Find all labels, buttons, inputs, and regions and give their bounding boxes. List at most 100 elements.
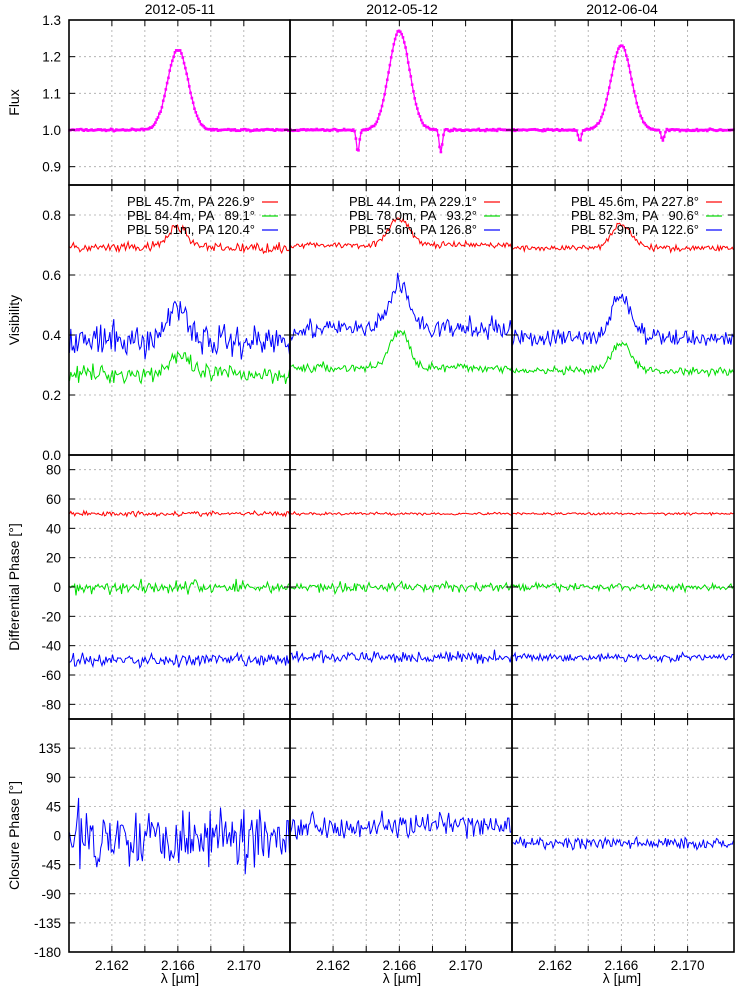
flux-series-col-2-point bbox=[638, 110, 641, 114]
flux-series-col-2-point bbox=[533, 127, 537, 131]
flux-series-col-0-point bbox=[236, 129, 239, 132]
flux-series-col-2-point bbox=[530, 128, 534, 131]
flux-series-col-1-point bbox=[485, 127, 488, 131]
y-axis-label-differential-phase: Differential Phase [°] bbox=[6, 523, 22, 651]
flux-series-col-1-point bbox=[323, 129, 326, 132]
flux-series-col-2-point bbox=[664, 130, 667, 134]
flux-series-col-1-point bbox=[478, 129, 482, 132]
flux-series-col-1-point bbox=[494, 128, 498, 132]
visibility-series-green-col-1 bbox=[290, 329, 512, 375]
flux-series-col-2-point bbox=[604, 103, 607, 107]
flux-series-col-0-point bbox=[241, 128, 244, 132]
flux-series-col-1-point bbox=[486, 128, 490, 132]
flux-series-col-0-point bbox=[219, 129, 222, 132]
flux-series-col-2-point bbox=[635, 101, 639, 105]
flux-series-col-2-point bbox=[703, 128, 707, 132]
diffphase-series-green-col-0 bbox=[69, 578, 290, 596]
diffphase-series-red-col-2 bbox=[512, 511, 734, 517]
flux-series-col-2-point bbox=[587, 128, 590, 131]
flux-series-col-1-point bbox=[311, 128, 315, 132]
flux-series-col-1-point bbox=[427, 126, 431, 130]
x-tick-label: 2.170 bbox=[449, 958, 483, 973]
flux-series-col-1-point bbox=[481, 128, 485, 132]
flux-series-col-0-point bbox=[105, 128, 109, 132]
flux-series-col-0-point bbox=[206, 127, 209, 131]
flux-series-col-2-point bbox=[588, 128, 591, 131]
flux-series-col-0-point bbox=[124, 129, 127, 132]
flux-series-col-2-point bbox=[519, 128, 522, 132]
flux-series-col-1-point bbox=[397, 29, 401, 33]
flux-series-col-0-point bbox=[91, 129, 95, 132]
flux-series-col-2-point bbox=[538, 129, 542, 132]
flux-series-col-1-point bbox=[422, 124, 426, 127]
flux-series-col-2-point bbox=[655, 129, 658, 132]
flux-series-col-2-point bbox=[609, 79, 612, 83]
flux-series-col-1-point bbox=[419, 118, 423, 122]
diffphase-series-red-col-0 bbox=[69, 509, 290, 518]
flux-series-col-0-point bbox=[281, 128, 285, 132]
flux-series-col-2-point bbox=[672, 128, 675, 131]
flux-series-col-2-point bbox=[666, 128, 670, 132]
flux-series-col-0-point bbox=[83, 128, 87, 132]
flux-series-col-0-point bbox=[113, 129, 117, 132]
flux-series-col-1-point bbox=[294, 129, 298, 132]
flux-series-col-2-point bbox=[707, 128, 710, 132]
flux-series-col-0-point bbox=[98, 128, 101, 132]
flux-series-col-0-point bbox=[121, 128, 125, 131]
flux-series-col-0 bbox=[69, 49, 290, 132]
flux-series-col-0-point bbox=[104, 129, 108, 133]
flux-series-col-1-point bbox=[290, 129, 294, 132]
flux-series-col-2-point bbox=[725, 128, 729, 132]
labels-layer: 2012-05-11 2012-05-12 2012-06-04 Flux Vi… bbox=[6, 1, 699, 986]
flux-series-col-0-point bbox=[266, 127, 269, 131]
flux-series-col-2-point bbox=[585, 127, 589, 131]
flux-series-col-2-point bbox=[631, 83, 635, 87]
flux-series-col-0-point bbox=[99, 128, 103, 131]
flux-series-col-2-point bbox=[653, 128, 657, 132]
flux-series-col-1-point bbox=[442, 133, 445, 137]
flux-series-col-0-point bbox=[109, 127, 113, 131]
flux-series-col-1-point bbox=[440, 143, 444, 146]
flux-series-col-1-point bbox=[491, 127, 495, 131]
flux-series-col-2-point bbox=[711, 128, 714, 131]
flux-series-col-0-point bbox=[182, 61, 186, 65]
flux-series-col-1-point bbox=[363, 128, 367, 132]
flux-series-col-1-point bbox=[459, 128, 462, 131]
y-tick-label: 0.0 bbox=[42, 448, 61, 463]
flux-series-col-2-point bbox=[615, 51, 619, 54]
flux-series-col-0-point bbox=[273, 129, 277, 132]
flux-series-col-1-point bbox=[404, 46, 407, 49]
column-title-2012-06-04: 2012-06-04 bbox=[586, 1, 658, 17]
flux-series-col-1-point bbox=[357, 149, 360, 152]
flux-series-col-1-point bbox=[393, 37, 397, 41]
flux-series-col-0-point bbox=[169, 64, 173, 67]
flux-series-col-1-point bbox=[354, 137, 358, 140]
flux-series-col-0-point bbox=[234, 129, 238, 133]
flux-series-col-0-point bbox=[137, 128, 140, 132]
flux-series-col-2-point bbox=[626, 58, 629, 62]
flux-series-col-1-point bbox=[414, 102, 418, 106]
flux-series-col-2-point bbox=[677, 128, 680, 131]
legend-col-1: PBL 44.1m, PA 229.1° PBL 78.0m, PA 93.2°… bbox=[349, 194, 477, 237]
flux-series-col-1-point bbox=[467, 128, 470, 132]
flux-series-col-2-point bbox=[621, 44, 624, 48]
flux-series-col-2-point bbox=[577, 138, 581, 142]
flux-series-col-1-point bbox=[480, 128, 483, 132]
series-layer bbox=[68, 29, 735, 875]
flux-series-col-2-point bbox=[579, 138, 582, 142]
flux-series-col-2-point bbox=[716, 129, 720, 132]
flux-series-col-2-point bbox=[648, 127, 652, 130]
flux-series-col-2-point bbox=[682, 129, 686, 132]
flux-series-col-1-point bbox=[444, 127, 448, 131]
flux-series-col-1-point bbox=[423, 124, 427, 127]
flux-series-col-1-point bbox=[409, 75, 413, 78]
flux-series-col-0-point bbox=[255, 128, 259, 131]
flux-series-col-1-point bbox=[307, 128, 311, 132]
flux-series-col-1-point bbox=[474, 128, 478, 132]
flux-series-col-1-point bbox=[446, 128, 449, 131]
flux-series-col-2-point bbox=[526, 128, 530, 132]
flux-series-col-0-point bbox=[238, 129, 242, 133]
flux-series-col-1-point bbox=[482, 128, 486, 132]
flux-series-col-2-point bbox=[558, 129, 561, 133]
legend-entry: PBL 57.9m, PA 122.6° bbox=[571, 222, 699, 237]
